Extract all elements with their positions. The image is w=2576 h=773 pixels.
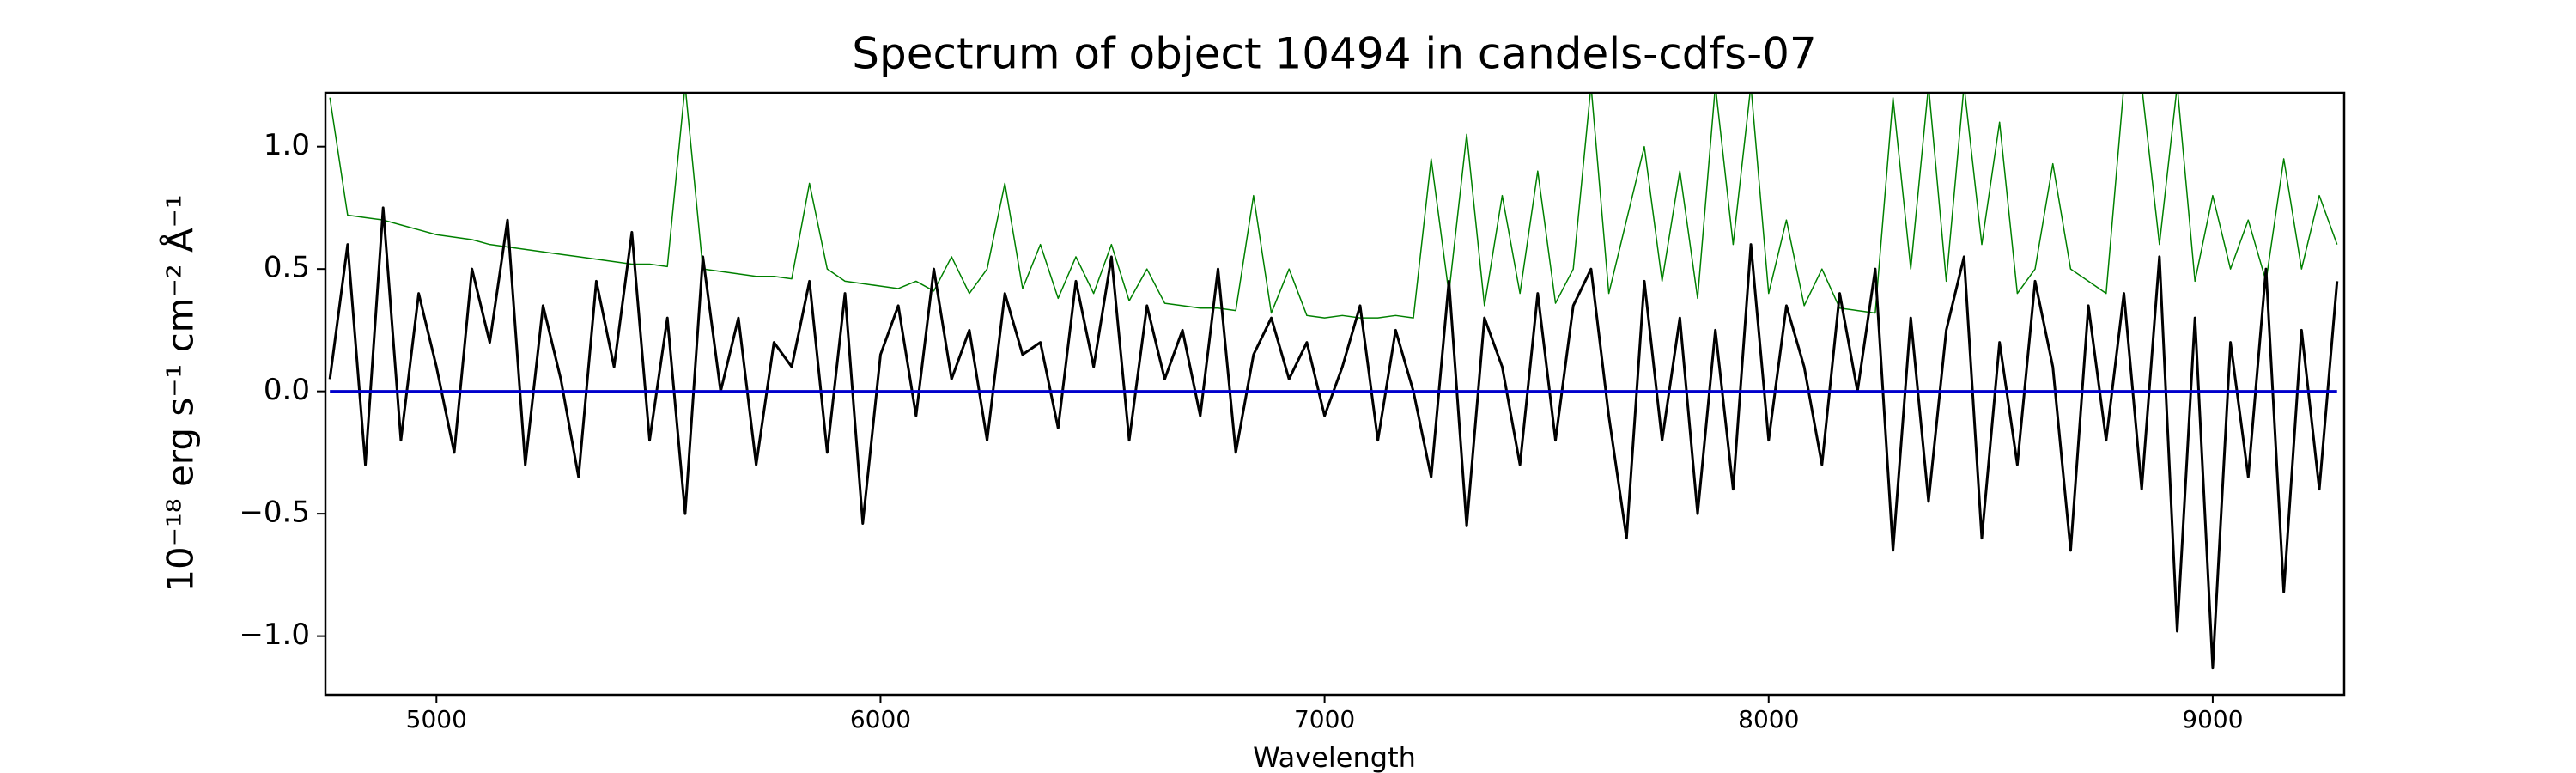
x-tick-label: 5000 [406, 705, 467, 733]
x-axis-label: Wavelength [1253, 741, 1416, 773]
y-tick-label: 0.5 [264, 251, 310, 285]
y-tick-label: 0.0 [264, 373, 310, 407]
y-axis-label: 10⁻¹⁸ erg s⁻¹ cm⁻² Å⁻¹ [159, 194, 202, 592]
x-tick-label: 6000 [850, 705, 911, 733]
spectrum-line [328, 206, 2339, 670]
y-tick-label: −0.5 [239, 496, 310, 530]
plot-area [328, 93, 2339, 670]
x-tick-label: 9000 [2182, 705, 2243, 733]
x-tick-label: 7000 [1294, 705, 1355, 733]
spectrum-line [329, 93, 2338, 319]
x-tick-label: 8000 [1738, 705, 1799, 733]
chart-title: Spectrum of object 10494 in candels-cdfs… [852, 29, 1817, 79]
y-tick-label: −1.0 [239, 618, 310, 652]
y-tick-label: 1.0 [264, 128, 310, 162]
plot-frame [324, 91, 2346, 697]
